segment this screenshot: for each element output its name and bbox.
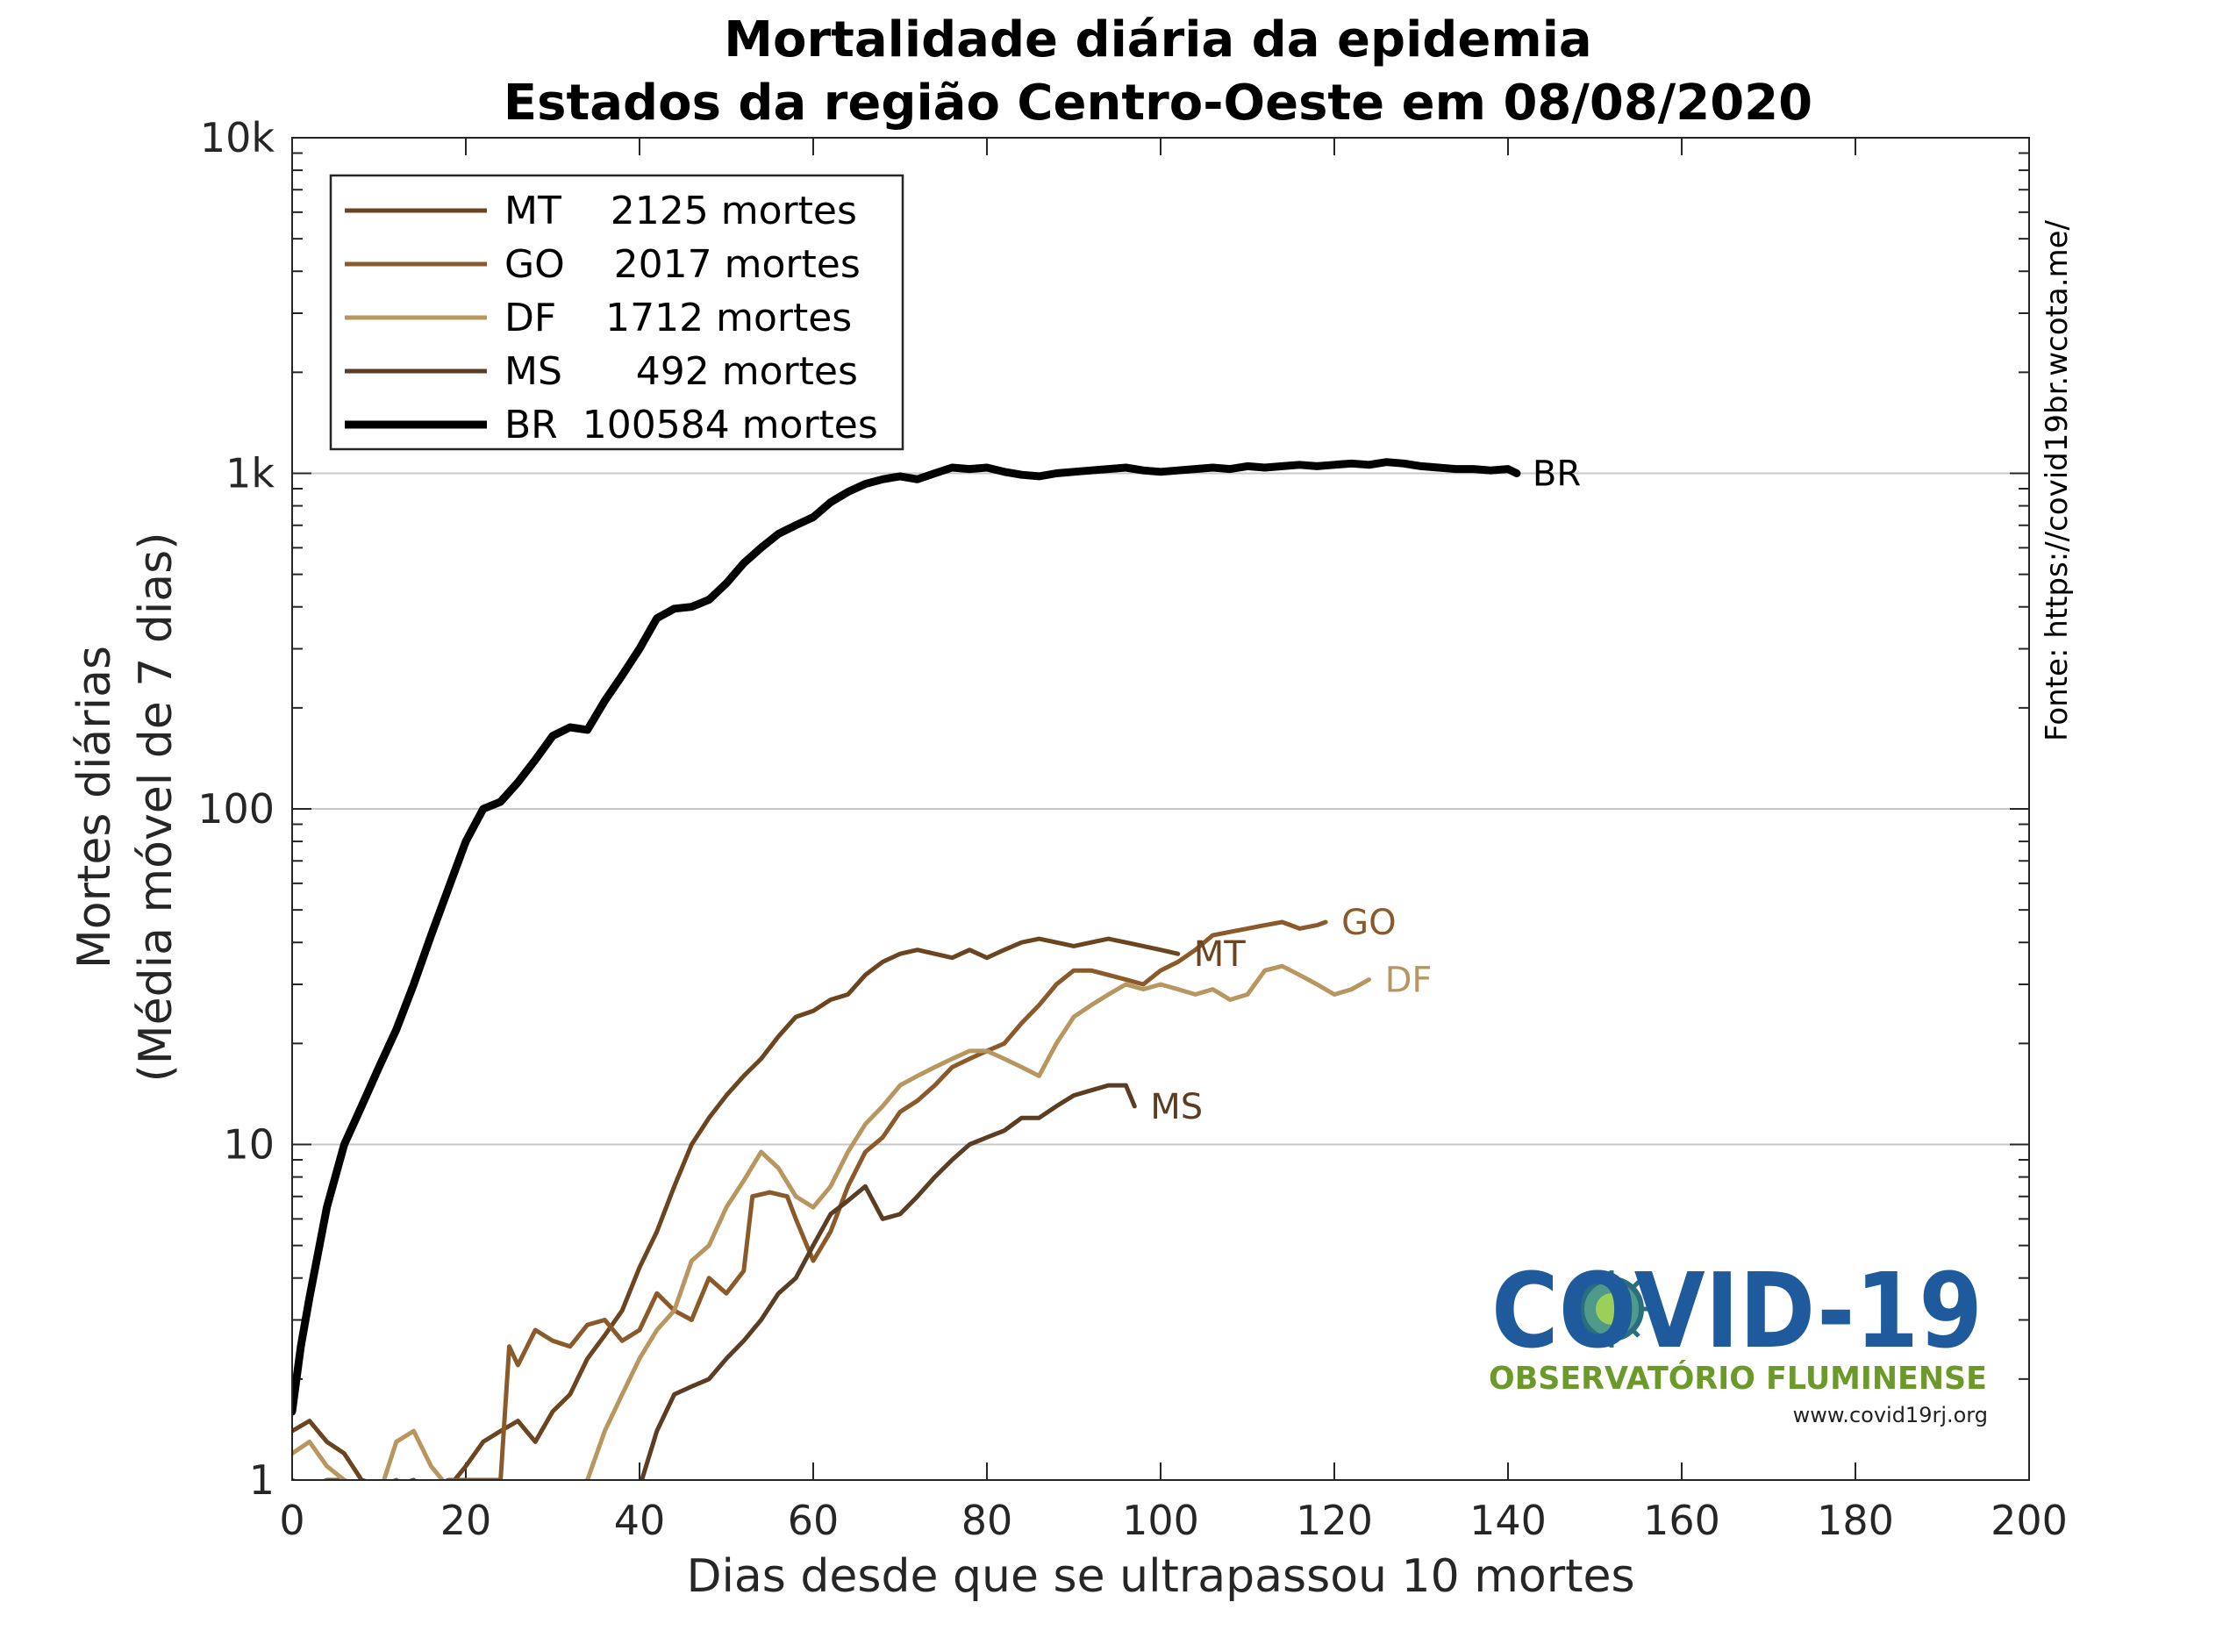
legend-entries: MT 2125 mortes GO 2017 mortes DF 1712 mort…: [345, 189, 878, 447]
end-label-br: BR: [1533, 454, 1581, 495]
x-axis-label: Dias desde que se ultrapassou 10 mortes: [686, 1550, 1634, 1603]
x-tick-label: 20: [440, 1497, 492, 1544]
series-line-go: [292, 919, 1328, 1480]
legend-label-br: BR 100584 mortes: [504, 403, 878, 447]
legend-box: [329, 174, 904, 451]
end-label-df: DF: [1385, 961, 1433, 1001]
end-label-mt: MT: [1194, 934, 1247, 975]
plot-frame: [291, 137, 2030, 1481]
y-tick-label: 100: [197, 785, 275, 833]
series-line-br: [292, 458, 1521, 1416]
y-tick-label: 10: [223, 1121, 275, 1169]
x-tick-label: 160: [1643, 1497, 1720, 1544]
axis-ticks: 1 10 100 1k 10k 0 20 40 60 80 100 120 140 160 180 200: [197, 114, 2068, 1544]
x-tick-label: 40: [614, 1497, 666, 1544]
series-end-labels: MT GO DF MS BR: [1150, 454, 1581, 1127]
logo-url: www.covid19rj.org: [1793, 1403, 1988, 1427]
chart-title-line2: Estados da região Centro-Oeste em 08/08/…: [504, 75, 1812, 132]
series-line-df: [292, 963, 1372, 1480]
x-tick-label: 60: [788, 1497, 840, 1544]
y-axis-label-line1: Mortes diárias: [68, 646, 121, 969]
end-label-go: GO: [1341, 903, 1396, 943]
covid19-logo: COVID-19 OBSERVATÓRIO FLUMINENSE www.cov…: [1489, 1250, 1988, 1427]
legend-label-mt: MT 2125 mortes: [504, 189, 857, 233]
series-line-ms: [639, 1083, 1137, 1480]
y-tick-label: 1: [249, 1456, 275, 1504]
source-text: Fonte: https://covid19br.wcota.me/: [2040, 219, 2075, 741]
x-tick-label: 200: [1991, 1497, 2068, 1544]
series-line-mt: [292, 936, 1181, 1480]
legend: MT 2125 mortes GO 2017 mortes DF 1712 mort…: [329, 174, 904, 451]
legend-label-df: DF 1712 mortes: [504, 296, 852, 340]
virus-icon: [1573, 1270, 1650, 1348]
x-tick-label: 120: [1296, 1497, 1373, 1544]
series-lines: [292, 458, 1521, 1480]
x-tick-label: 140: [1469, 1497, 1547, 1544]
logo-subtitle: OBSERVATÓRIO FLUMINENSE: [1489, 1360, 1987, 1397]
x-tick-label: 100: [1122, 1497, 1199, 1544]
end-label-ms: MS: [1150, 1087, 1203, 1127]
chart-title-line1: Mortalidade diária da epidemia: [724, 11, 1591, 68]
x-tick-label: 80: [961, 1497, 1013, 1544]
legend-label-ms: MS 492 mortes: [504, 349, 858, 394]
logo-title: COVID-19: [1491, 1250, 1983, 1371]
legend-label-go: GO 2017 mortes: [504, 242, 861, 287]
y-tick-label: 1k: [225, 450, 275, 497]
y-tick-label: 10k: [200, 114, 275, 161]
x-tick-label: 180: [1817, 1497, 1894, 1544]
x-tick-label: 0: [279, 1497, 304, 1544]
y-axis-label-line2: (Média móvel de 7 dias): [130, 532, 182, 1082]
